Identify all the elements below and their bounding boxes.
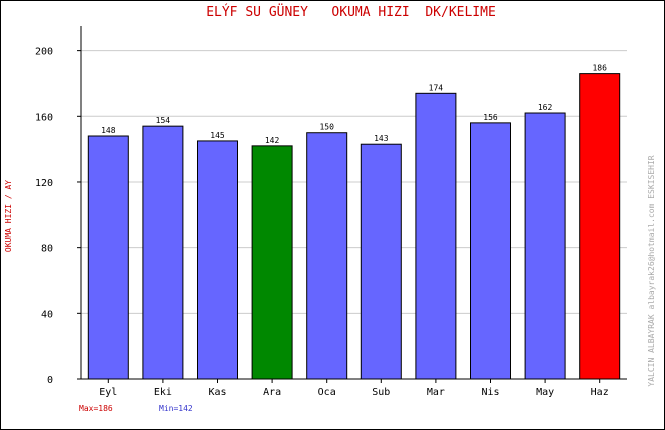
- x-tick-label: Sub: [372, 387, 390, 398]
- bar-value-label: 150: [319, 123, 334, 132]
- bar-nis: [470, 122, 511, 380]
- x-tick-label: Eyl: [99, 387, 117, 398]
- x-tick-label: May: [536, 387, 554, 398]
- bar-mar: [415, 92, 457, 380]
- x-tick-label: Nis: [481, 387, 499, 398]
- bar-value-label: 145: [210, 131, 225, 140]
- y-tick-label: 40: [41, 309, 53, 320]
- bar-sub: [360, 143, 402, 380]
- bar-may: [524, 112, 566, 380]
- y-tick-label: 120: [35, 178, 53, 189]
- bar-value-label: 186: [592, 64, 607, 73]
- bar-value-label: 156: [483, 113, 498, 122]
- x-tick-label: Haz: [591, 387, 609, 398]
- x-tick-label: Oca: [318, 387, 336, 398]
- bar-value-label: 143: [374, 134, 389, 143]
- bar-value-label: 142: [265, 136, 280, 145]
- bar-kas: [197, 140, 238, 380]
- x-tick-label: Kas: [208, 387, 226, 398]
- min-value-label: Min=142: [159, 404, 193, 413]
- bar-eyl: [87, 135, 129, 380]
- y-tick-label: 200: [35, 47, 53, 58]
- x-tick-label: Ara: [263, 387, 281, 398]
- axes: 0 40 80 120 160 200 Eyl Eki Kas Ara Oca Sub Mar Nis Ma…: [35, 26, 627, 398]
- max-value-label: Max=186: [79, 404, 113, 413]
- bar-value-label: 174: [429, 83, 444, 92]
- y-tick-label: 160: [35, 112, 53, 123]
- bar-value-label: 154: [156, 116, 171, 125]
- x-tick-label: Mar: [427, 387, 445, 398]
- bar-ara: [251, 145, 293, 380]
- bar-eki: [142, 125, 184, 380]
- y-tick-label: 0: [47, 375, 53, 386]
- bar-value-label: 148: [101, 126, 116, 135]
- y-axis-label: OKUMA HIZI / AY: [4, 180, 13, 252]
- bar-value-label: 162: [538, 103, 553, 112]
- y-tick-label: 80: [41, 244, 53, 255]
- x-tick-label: Eki: [154, 387, 172, 398]
- bars-group: 148 154 145 142 150 143 174 156 162 186: [87, 64, 621, 380]
- side-credit-text: YALCIN ALBAYRAK albayrak26@hotmail.com E…: [647, 155, 656, 386]
- chart-title: ELÝF SU GÜNEY OKUMA HIZI DK/KELIME: [206, 3, 496, 20]
- bar-oca: [306, 132, 348, 380]
- bar-haz: [579, 73, 621, 380]
